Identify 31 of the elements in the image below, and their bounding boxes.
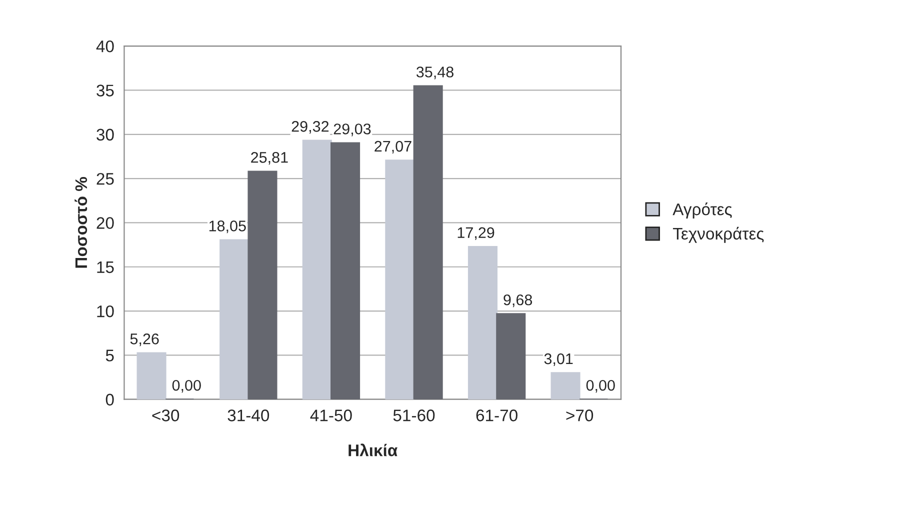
y-tick-label: 5 [106,350,114,362]
data-label: 17,29 [458,227,494,240]
data-label: 0,00 [172,380,201,393]
legend-label: Τεχνοκράτες [672,226,764,243]
data-label: 25,81 [251,152,288,165]
data-label: 9,68 [504,294,532,308]
x-tick-label: >70 [566,410,594,422]
y-tick-label: 30 [96,128,114,141]
y-axis-title: Ποσοστό % [74,177,88,268]
x-tick-label: 31-40 [228,410,270,422]
x-tick-label: 51-60 [393,410,435,422]
x-tick-label: 41-50 [310,410,352,422]
y-tick-label: 10 [97,305,114,318]
y-tick-label: 0 [106,394,114,406]
data-label: 0,00 [586,380,615,393]
y-tick-label: 25 [96,172,114,185]
data-label: 35,48 [416,66,454,80]
y-tick-label: 40 [96,40,114,52]
legend-label: Αγρότες [672,202,732,219]
x-axis-title: Ηλικία [348,444,398,456]
data-label: 3,01 [544,353,573,366]
x-tick-label: <30 [152,410,180,422]
data-label: 29,03 [334,124,371,136]
data-label: 27,07 [374,140,412,154]
y-tick-label: 15 [97,261,114,274]
data-label: 29,32 [292,121,329,134]
y-tick-label: 20 [96,217,114,229]
y-tick-label: 35 [96,84,114,96]
x-tick-label: 61-70 [476,410,518,422]
data-label: 5,26 [130,334,159,346]
data-label: 18,05 [209,220,246,234]
